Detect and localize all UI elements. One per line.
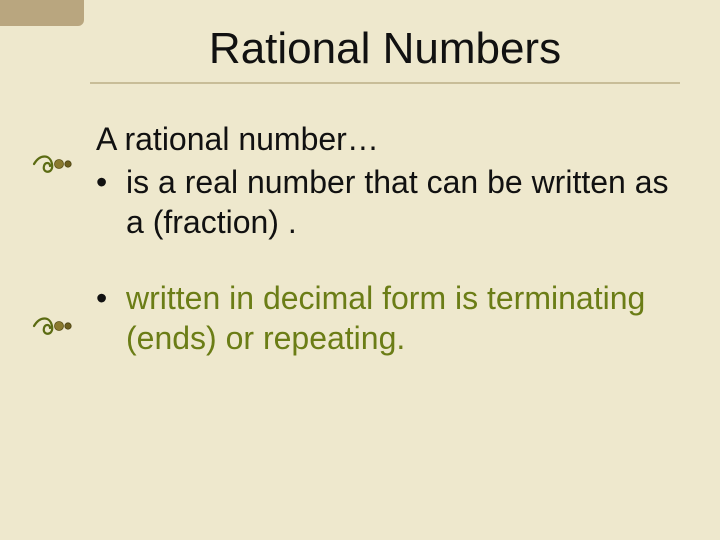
bullet-text: written in decimal form is terminating (… — [126, 278, 680, 358]
slide-body: A rational number… • is a real number th… — [96, 120, 680, 394]
title-underline — [90, 82, 680, 84]
bullet-marker: • — [96, 278, 116, 318]
ornament-icon — [32, 152, 74, 176]
bullet-text: is a real number that can be written as … — [126, 162, 680, 242]
side-ornaments — [32, 152, 74, 338]
ornament-icon — [32, 314, 74, 338]
bullet-item: • written in decimal form is terminating… — [96, 278, 680, 358]
slide-title: Rational Numbers — [90, 24, 680, 80]
bullet-item: • is a real number that can be written a… — [96, 162, 680, 242]
corner-tab — [0, 0, 84, 26]
bullet-marker: • — [96, 162, 116, 202]
title-block: Rational Numbers — [90, 24, 680, 84]
lead-text: A rational number… — [96, 120, 680, 158]
